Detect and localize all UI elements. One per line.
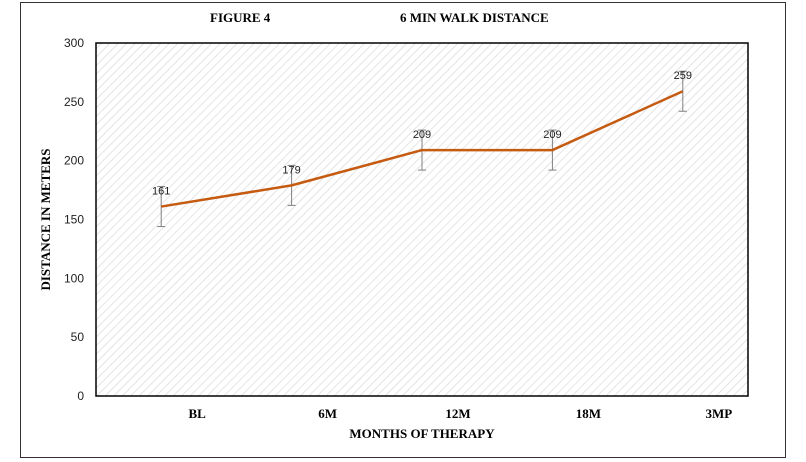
x-tick-label: 18M	[576, 406, 601, 421]
data-label: 209	[543, 129, 561, 141]
plot-area	[95, 42, 749, 397]
y-tick-label: 100	[64, 271, 84, 285]
series-line	[160, 90, 684, 208]
y-tick-label: 300	[64, 36, 84, 50]
data-label: 179	[282, 164, 300, 176]
y-tick-label: 150	[64, 213, 84, 227]
y-tick-label: 50	[71, 330, 85, 344]
chart-title: 6 MIN WALK DISTANCE	[400, 10, 549, 25]
x-axis: BL 6M 12M 18M 3MP	[189, 406, 733, 421]
figure-label: FIGURE 4	[210, 10, 271, 25]
x-tick-label: 6M	[318, 406, 337, 421]
x-axis-title: MONTHS OF THERAPY	[349, 426, 495, 441]
y-axis: 0 50 100 150 200 250 300	[64, 36, 84, 403]
y-tick-label: 250	[64, 95, 84, 109]
x-tick-label: BL	[189, 406, 207, 421]
x-tick-label: 3MP	[705, 406, 732, 421]
data-label: 259	[674, 70, 692, 82]
y-tick-label: 0	[77, 389, 84, 403]
data-labels: 161 179 209 209 259	[152, 70, 692, 197]
y-axis-title: DISTANCE IN METERS	[38, 148, 53, 290]
data-label: 161	[152, 186, 170, 198]
x-tick-label: 12M	[445, 406, 470, 421]
y-tick-label: 200	[64, 154, 84, 168]
data-label: 209	[413, 129, 431, 141]
